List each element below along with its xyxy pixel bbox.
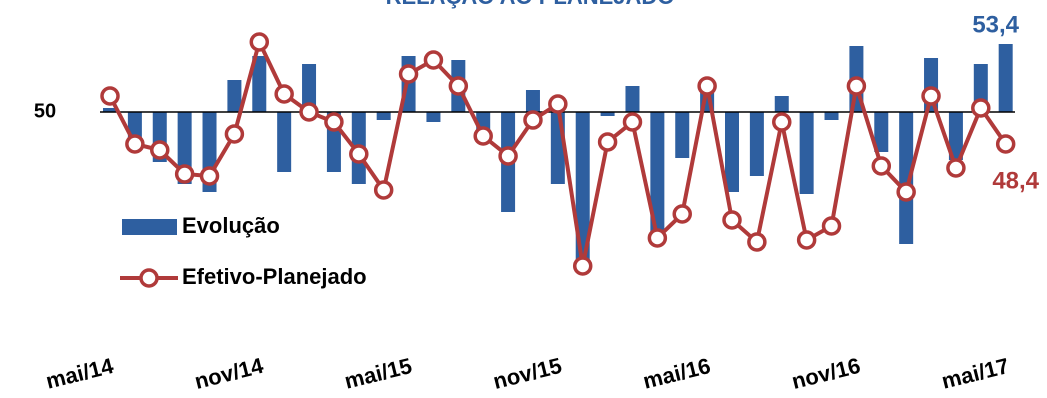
bar bbox=[874, 112, 889, 152]
marker bbox=[224, 124, 245, 144]
marker bbox=[921, 86, 941, 106]
marker bbox=[871, 156, 892, 176]
bar bbox=[600, 112, 615, 116]
marker bbox=[672, 204, 692, 224]
marker bbox=[174, 164, 195, 184]
bar bbox=[675, 112, 690, 158]
marker bbox=[498, 146, 518, 166]
bar bbox=[948, 112, 963, 160]
marker bbox=[946, 158, 966, 178]
bar bbox=[998, 44, 1013, 112]
legend-swatch bbox=[122, 219, 177, 235]
bar bbox=[277, 112, 292, 172]
marker bbox=[971, 98, 991, 118]
marker bbox=[597, 132, 618, 152]
marker bbox=[697, 76, 717, 96]
marker bbox=[150, 140, 170, 160]
bar bbox=[227, 80, 242, 112]
bar bbox=[575, 112, 590, 264]
marker bbox=[548, 94, 568, 114]
bar bbox=[426, 112, 441, 122]
marker bbox=[398, 64, 419, 84]
bar bbox=[376, 112, 391, 120]
value-label: 53,4 bbox=[972, 11, 1019, 38]
marker bbox=[722, 210, 742, 230]
bar bbox=[525, 90, 540, 112]
bar bbox=[252, 56, 267, 112]
legend-label: Efetivo-Planejado bbox=[182, 264, 367, 289]
bar bbox=[103, 108, 117, 112]
marker bbox=[349, 144, 369, 164]
chart-title: RELAÇÃO AO PLANEJADO bbox=[386, 0, 675, 9]
marker bbox=[523, 110, 543, 130]
marker bbox=[821, 216, 842, 236]
bar bbox=[799, 112, 814, 194]
x-tick-label: mai/15 bbox=[342, 353, 415, 394]
marker bbox=[448, 76, 469, 96]
bar bbox=[824, 112, 839, 120]
legend-swatch bbox=[139, 268, 159, 288]
x-tick-label: mai/16 bbox=[640, 353, 713, 394]
marker bbox=[747, 232, 767, 252]
bar bbox=[899, 112, 914, 244]
marker bbox=[647, 228, 668, 248]
marker bbox=[772, 112, 792, 132]
bar bbox=[749, 112, 764, 176]
marker bbox=[622, 112, 643, 132]
x-tick-label: nov/16 bbox=[789, 353, 863, 394]
value-label: 48,4 bbox=[992, 167, 1039, 194]
bar bbox=[650, 112, 665, 232]
marker bbox=[100, 86, 120, 106]
bar bbox=[302, 64, 317, 112]
marker bbox=[846, 76, 867, 96]
marker bbox=[324, 112, 344, 132]
marker bbox=[423, 50, 444, 70]
x-tick-label: nov/15 bbox=[491, 353, 565, 394]
marker bbox=[274, 84, 294, 104]
marker bbox=[896, 182, 916, 202]
marker bbox=[249, 32, 270, 52]
marker bbox=[473, 126, 493, 146]
y-tick-label: 50 bbox=[34, 100, 56, 122]
bar bbox=[725, 112, 739, 192]
x-tick-label: mai/17 bbox=[939, 353, 1012, 394]
marker bbox=[572, 256, 593, 276]
legend-label: Evolução bbox=[182, 213, 280, 238]
bar bbox=[625, 86, 640, 112]
marker bbox=[299, 102, 319, 122]
x-tick-label: mai/14 bbox=[43, 353, 116, 394]
x-tick-label: nov/14 bbox=[192, 353, 266, 394]
marker bbox=[199, 166, 220, 186]
marker bbox=[796, 230, 817, 250]
marker bbox=[125, 134, 145, 154]
marker bbox=[373, 180, 394, 200]
marker bbox=[995, 134, 1016, 154]
bar bbox=[774, 96, 789, 112]
